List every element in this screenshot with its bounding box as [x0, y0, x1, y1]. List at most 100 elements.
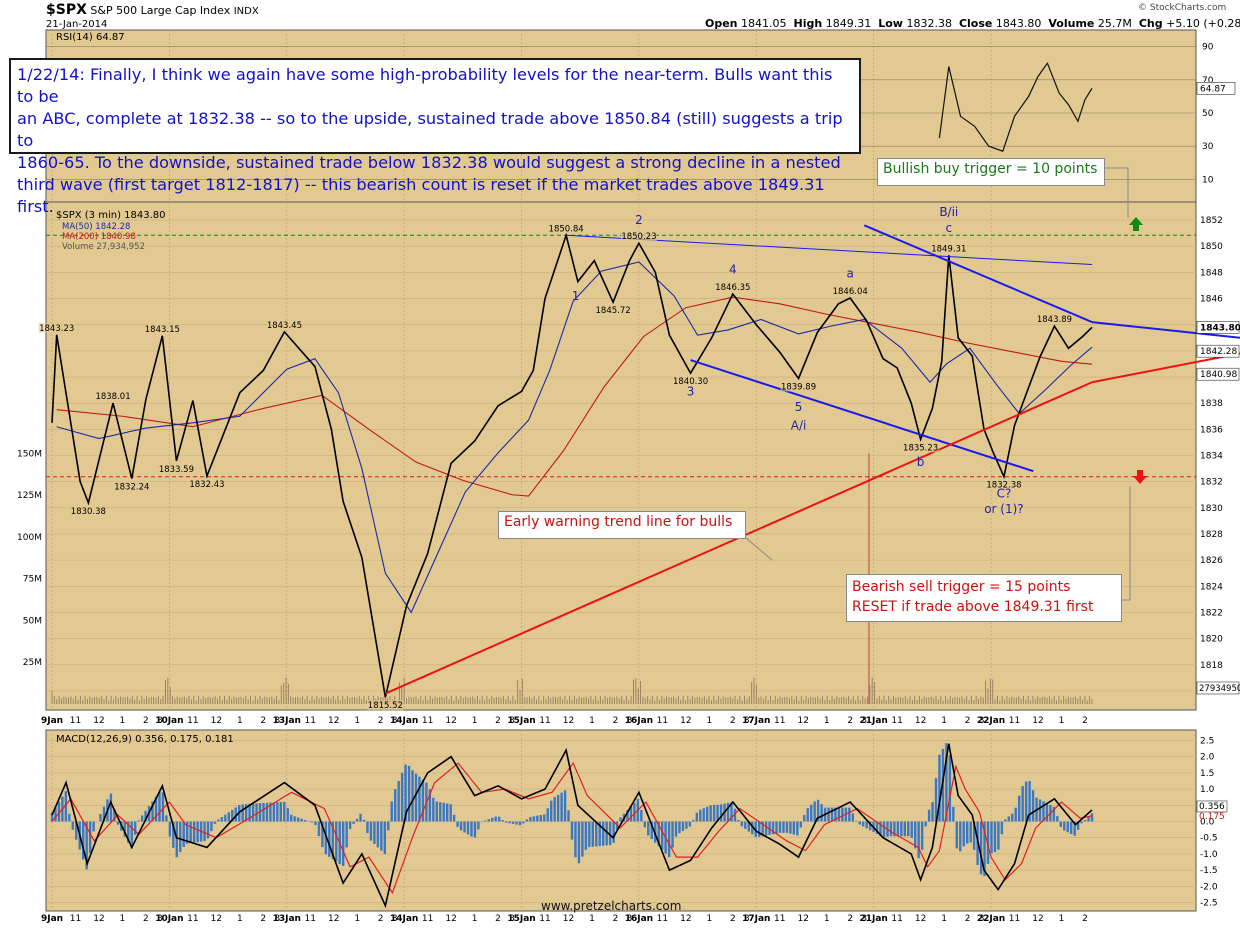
x-label-top-19: 11 [422, 716, 433, 726]
x-label-bottom-22: 2 [495, 914, 501, 924]
price-label-17: 1849.31 [931, 244, 966, 254]
x-label-top-11: 3 [275, 716, 281, 726]
ma50-line [56, 261, 1093, 614]
macd-signal-last-value: 0.175 [1199, 812, 1225, 822]
x-label-top-22: 2 [495, 716, 501, 726]
volume-last-value: 27934950 [1199, 684, 1240, 694]
macd-y-tick-1: -2.0 [1200, 882, 1218, 892]
bearish-reset-line-2: RESET if trade above 1849.31 first [852, 599, 1094, 615]
macd-y-tick-8: 1.5 [1200, 769, 1214, 779]
price-y-tick-1826: 1826 [1200, 556, 1223, 566]
x-label-bottom-17: 3 [392, 914, 398, 924]
x-label-top-44: 12 [915, 716, 926, 726]
x-label-bottom-33: 1 [706, 914, 712, 924]
price-label-bg-18 [985, 479, 1022, 490]
x-label-bottom-19: 11 [422, 914, 433, 924]
price-label-bg-12 [672, 376, 709, 387]
x-label-top-14: 12 [328, 716, 339, 726]
x-label-bottom-16: 2 [378, 914, 384, 924]
macd-y-tick-3: -1.0 [1200, 850, 1218, 860]
x-label-bottom-39: 1 [824, 914, 830, 924]
volume-y-tick-100: 100M [17, 533, 42, 543]
price-label-bg-7 [266, 319, 303, 330]
x-label-bottom-32: 12 [680, 914, 691, 924]
x-label-top-47: 3 [979, 716, 985, 726]
header-symbol-line: $SPX S&P 500 Large Cap Index INDX [46, 2, 259, 18]
price-label-bg-14 [780, 381, 817, 392]
volume-label: Volume [1048, 17, 1095, 30]
volume-y-tick-125: 125M [17, 491, 42, 501]
wave-label-2: 3 [687, 384, 695, 398]
exchange: INDX [233, 6, 259, 17]
wave-label-9: c [945, 221, 952, 235]
close-value: 1843.80 [995, 17, 1042, 30]
price-label-bg-8 [367, 700, 404, 711]
price-label-19: 1843.89 [1037, 315, 1072, 325]
x-label-top-50: 12 [1032, 716, 1043, 726]
header-date: 21-Jan-2014 [46, 19, 108, 30]
x-label-bottom-48: 22Jan [977, 914, 1005, 924]
header-ohlc: Open 1841.05 High 1849.31 Low 1832.38 Cl… [705, 17, 1240, 30]
price-y-tick-1848: 1848 [1200, 268, 1223, 278]
x-label-bottom-29: 3 [627, 914, 633, 924]
price-y-tick-1836: 1836 [1200, 425, 1223, 435]
x-label-top-30: 16Jan [625, 716, 653, 726]
x-label-top-38: 12 [798, 716, 809, 726]
x-label-bottom-18: 14Jan [390, 914, 418, 924]
last-price-box [1196, 321, 1240, 334]
x-label-bottom-52: 2 [1082, 914, 1088, 924]
x-label-bottom-34: 2 [730, 914, 736, 924]
x-label-bottom-35: 3 [744, 914, 750, 924]
x-label-top-8: 12 [211, 716, 222, 726]
price-y-tick-1818: 1818 [1200, 661, 1223, 671]
x-label-top-17: 3 [392, 716, 398, 726]
bearish-trigger-line-1: Bearish sell trigger = 15 points [852, 579, 1071, 595]
macd-last-box [1196, 800, 1228, 813]
x-label-bottom-30: 16Jan [625, 914, 653, 924]
macd-y-tick-0: -2.5 [1200, 899, 1218, 909]
wave-label-8: B/ii [939, 205, 958, 219]
x-label-top-1: 11 [70, 716, 81, 726]
macd-y-tick-4: -0.5 [1200, 834, 1218, 844]
volume-y-tick-75: 75M [23, 575, 42, 585]
price-label-bg-19 [1036, 314, 1073, 325]
price-label-9: 1850.84 [549, 224, 584, 234]
wave-label-4: 5 [795, 400, 803, 414]
close-label: Close [958, 17, 993, 30]
x-label-top-6: 10Jan [155, 716, 183, 726]
price-y-tick-1830: 1830 [1200, 504, 1223, 514]
x-label-top-48: 22Jan [977, 716, 1005, 726]
x-label-top-9: 1 [237, 716, 243, 726]
price-label-bg-3 [113, 481, 150, 492]
trendline-blue-extension [1091, 321, 1240, 339]
price-label-bg-0 [38, 322, 75, 333]
last-price-value: 1843.80 [1200, 323, 1240, 333]
x-label-bottom-15: 1 [354, 914, 360, 924]
bullish-trigger-callout: Bullish buy trigger = 10 points [877, 158, 1105, 186]
x-label-bottom-44: 12 [915, 914, 926, 924]
price-label-13: 1846.35 [715, 283, 750, 293]
volume-y-tick-150: 150M [17, 449, 42, 459]
x-label-bottom-26: 12 [563, 914, 574, 924]
x-label-top-4: 2 [143, 716, 149, 726]
trendline-2 [690, 359, 1034, 473]
rsi-y-tick-10: 10 [1202, 175, 1214, 185]
low-value: 1832.38 [906, 17, 952, 30]
price-label-bg-9 [548, 223, 585, 234]
price-label-bg-2 [95, 391, 132, 402]
price-label-16: 1835.23 [903, 443, 938, 453]
price-y-tick-1822: 1822 [1200, 608, 1223, 618]
price-label-bg-4 [144, 323, 181, 334]
price-y-tick-1850: 1850 [1200, 242, 1223, 252]
price-label-10: 1845.72 [596, 306, 631, 316]
x-label-bottom-46: 2 [965, 914, 971, 924]
wave-label-7: b [917, 455, 925, 469]
x-label-top-33: 1 [706, 716, 712, 726]
bullish-arrow-icon [1129, 217, 1143, 231]
x-label-bottom-45: 1 [941, 914, 947, 924]
price-y-tick-1832: 1832 [1200, 478, 1223, 488]
x-label-top-46: 2 [965, 716, 971, 726]
price-label-15: 1846.04 [833, 287, 868, 297]
x-label-bottom-5: 3 [157, 914, 163, 924]
x-label-top-31: 11 [657, 716, 668, 726]
